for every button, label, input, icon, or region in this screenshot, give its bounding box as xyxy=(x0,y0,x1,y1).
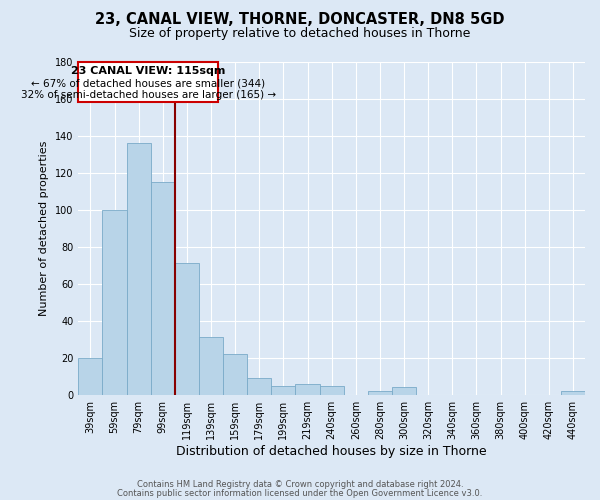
Bar xyxy=(223,354,247,395)
Text: Contains public sector information licensed under the Open Government Licence v3: Contains public sector information licen… xyxy=(118,488,482,498)
Text: 32% of semi-detached houses are larger (165) →: 32% of semi-detached houses are larger (… xyxy=(21,90,276,100)
Text: 23 CANAL VIEW: 115sqm: 23 CANAL VIEW: 115sqm xyxy=(71,66,226,76)
FancyBboxPatch shape xyxy=(79,62,218,102)
Bar xyxy=(271,386,295,395)
Text: ← 67% of detached houses are smaller (344): ← 67% of detached houses are smaller (34… xyxy=(31,78,265,88)
Bar xyxy=(79,358,103,395)
Bar xyxy=(151,182,175,395)
Bar xyxy=(320,386,344,395)
Bar xyxy=(392,388,416,395)
Bar xyxy=(561,391,585,395)
Bar xyxy=(368,391,392,395)
Text: 23, CANAL VIEW, THORNE, DONCASTER, DN8 5GD: 23, CANAL VIEW, THORNE, DONCASTER, DN8 5… xyxy=(95,12,505,28)
Bar xyxy=(295,384,320,395)
Text: Contains HM Land Registry data © Crown copyright and database right 2024.: Contains HM Land Registry data © Crown c… xyxy=(137,480,463,489)
Bar xyxy=(127,143,151,395)
Text: Size of property relative to detached houses in Thorne: Size of property relative to detached ho… xyxy=(130,28,470,40)
Y-axis label: Number of detached properties: Number of detached properties xyxy=(40,140,49,316)
Bar xyxy=(103,210,127,395)
Bar xyxy=(175,264,199,395)
X-axis label: Distribution of detached houses by size in Thorne: Distribution of detached houses by size … xyxy=(176,444,487,458)
Bar xyxy=(199,338,223,395)
Bar xyxy=(247,378,271,395)
